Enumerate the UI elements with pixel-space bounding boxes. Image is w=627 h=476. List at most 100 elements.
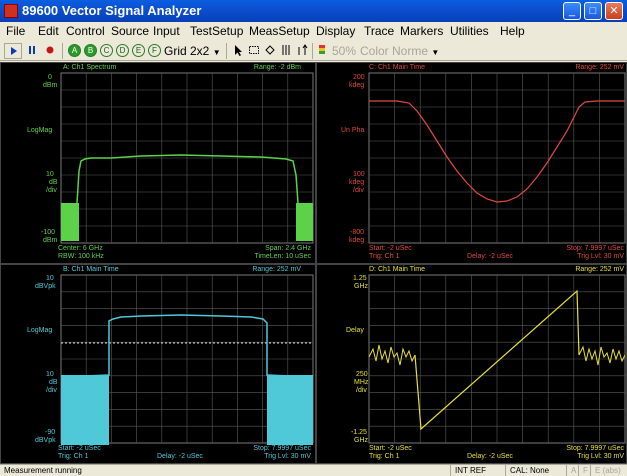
trace-a-panel[interactable]: A: Ch1 Spectrum Range: -2 dBm 0 dBm LogM… [0, 62, 316, 264]
menu-bar: File Edit Control Source Input TestSetup… [0, 22, 627, 41]
trace-d-format: Delay [346, 327, 364, 334]
trace-b-scale-per: /div [46, 387, 57, 394]
play-button[interactable] [4, 43, 22, 59]
trace-c-plot [368, 72, 626, 244]
trace-a-footer-right-2: TimeLen: 10 uSec [254, 253, 311, 260]
pause-button[interactable] [24, 43, 40, 59]
menu-trace[interactable]: Trace [364, 24, 395, 38]
chevron-down-icon: ▼ [212, 48, 221, 57]
trace-b-ytop-unit: dBVpk [35, 283, 56, 290]
trace-c-ytop-value: 200 [353, 74, 365, 81]
menu-input[interactable]: Input [153, 24, 180, 38]
trace-c-footer-left-1: Start: -2 uSec [369, 245, 412, 252]
trace-d-ytop-value: 1.25 [353, 275, 367, 282]
trace-b-scale-unit: dB [49, 379, 58, 386]
trace-d-plot [368, 274, 626, 444]
menu-control[interactable]: Control [66, 24, 105, 38]
status-bar: Measurement running INT REF CAL: None A … [0, 464, 627, 476]
trace-d-ybottom-value: -1.25 [351, 429, 367, 436]
trace-a-scale-per: /div [46, 187, 57, 194]
zoom-box-button[interactable] [247, 43, 261, 59]
trace-a-footer-left-1: Center: 6 GHz [58, 245, 103, 252]
trace-b-footer-mid: Delay: -2 uSec [157, 453, 203, 460]
peak-marker-icon [298, 44, 308, 55]
app-icon [4, 4, 18, 18]
trace-b-panel[interactable]: B: Ch1 Main Time Range: 252 mV 10 dBVpk … [0, 264, 316, 464]
trace-a-scale-unit: dB [49, 179, 58, 186]
color-mode-selector[interactable]: Color Norme ▼ [360, 43, 440, 59]
menu-markers[interactable]: Markers [400, 24, 444, 38]
layout-selector[interactable]: Grid 2x2 ▼ [164, 43, 224, 59]
trace-d-grid [368, 274, 626, 444]
trace-c-footer-right-1: Stop: 7.9997 uSec [566, 245, 624, 252]
cal-indicator: CAL: None [505, 465, 549, 476]
trace-a-toggle[interactable]: A [68, 44, 81, 57]
trace-c-toggle[interactable]: C [100, 44, 113, 57]
menu-file[interactable]: File [6, 24, 26, 38]
envelope-line [60, 314, 314, 378]
trace-d-footer-mid: Delay: -2 uSec [467, 453, 513, 460]
toolbar-separator [62, 43, 63, 59]
record-button[interactable] [42, 43, 58, 59]
window-title: 89600 Vector Signal Analyzer [22, 3, 202, 18]
peak-marker-button[interactable] [295, 43, 309, 59]
trace-c-scale-per: /div [353, 187, 364, 194]
trace-a-format: LogMag [27, 127, 53, 134]
trace-c-range: Range: 252 mV [575, 64, 624, 71]
trace-e-toggle[interactable]: E [132, 44, 145, 57]
trace-c-footer-mid: Delay: -2 uSec [467, 253, 513, 260]
trace-b-ytop-value: 10 [46, 275, 54, 282]
toolbar-separator [312, 43, 313, 59]
trace-a-footer-left-2: RBW: 100 kHz [58, 253, 104, 260]
noise-block-left [61, 375, 109, 445]
phase-curve [369, 100, 625, 203]
close-button[interactable]: ✕ [605, 2, 623, 20]
trace-c-panel[interactable]: C: Ch1 Main Time Range: 252 mV 200 kdeg … [316, 62, 627, 264]
band-marker-button[interactable] [279, 43, 293, 59]
menu-source[interactable]: Source [111, 24, 150, 38]
trace-d-footer-left-2: Trig: Ch 1 [369, 453, 400, 460]
menu-display[interactable]: Display [316, 24, 356, 38]
play-icon [11, 47, 17, 55]
minimize-button[interactable]: _ [563, 2, 581, 20]
flag-f: F [578, 465, 588, 476]
trace-c-footer-left-2: Trig: Ch 1 [369, 253, 400, 260]
trace-b-footer-right-2: Trig Lvl: 30 mV [264, 453, 311, 460]
flag-a: A [566, 465, 576, 476]
trace-b-format: LogMag [27, 327, 53, 334]
spectrum-line [60, 154, 314, 214]
menu-help[interactable]: Help [500, 24, 525, 38]
trace-f-toggle[interactable]: F [148, 44, 161, 57]
trace-b-toggle[interactable]: B [84, 44, 97, 57]
trace-c-ybottom-value: -800 [350, 229, 365, 236]
trace-b-footer-left-1: Start: -2 uSec [58, 445, 101, 452]
trace-a-range: Range: -2 dBm [253, 64, 301, 71]
menu-testsetup[interactable]: TestSetup [190, 24, 244, 38]
trace-b-plot [60, 274, 314, 445]
trace-c-format: Un Pha [341, 127, 365, 134]
chevron-down-icon: ▼ [431, 48, 440, 57]
trace-d-footer-right-1: Stop: 7.9997 uSec [566, 445, 624, 452]
trace-d-toggle[interactable]: D [116, 44, 129, 57]
trace-a-ybottom-unit: dBm [43, 237, 58, 244]
noise-floor-right [296, 203, 313, 241]
trace-c-scale-unit: kdeg [349, 179, 365, 186]
color-bars-icon [319, 45, 325, 54]
marker-tool-button[interactable] [263, 43, 277, 59]
trace-c-grid [368, 72, 626, 244]
flag-e-abs: E (abs) [590, 465, 621, 476]
trace-d-scale-per: /div [356, 387, 367, 394]
opacity-setting[interactable]: 50% [331, 44, 357, 58]
trace-d-footer-left-1: Start: -2 uSec [369, 445, 412, 452]
menu-edit[interactable]: Edit [38, 24, 59, 38]
maximize-button[interactable]: □ [584, 2, 602, 20]
menu-meassetup[interactable]: MeasSetup [249, 24, 310, 38]
trace-a-ytop-unit: dBm [43, 82, 58, 89]
trace-b-ybottom-value: -90 [45, 429, 56, 436]
color-palette-button[interactable] [316, 43, 328, 59]
trace-a-ybottom-value: -100 [41, 229, 56, 236]
trace-d-panel[interactable]: D: Ch1 Main Time Range: 252 mV 1.25 GHz … [316, 264, 627, 464]
trace-d-footer-right-2: Trig Lvl: 30 mV [577, 453, 624, 460]
pointer-tool-button[interactable] [231, 43, 245, 59]
menu-utilities[interactable]: Utilities [450, 24, 489, 38]
